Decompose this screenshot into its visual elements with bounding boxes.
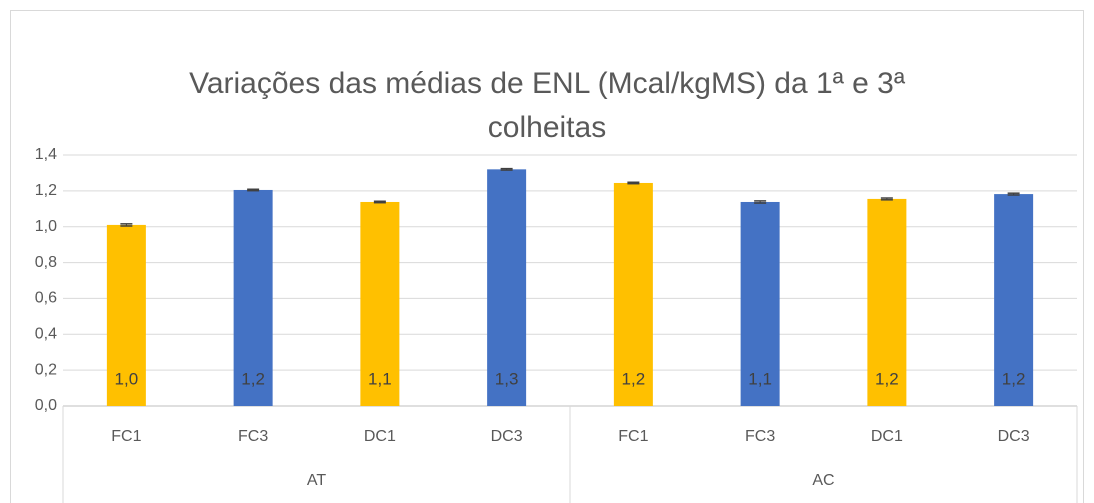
data-label: 1,0 — [115, 369, 139, 388]
y-tick-label: 1,4 — [35, 146, 57, 163]
y-tick-label: 0,6 — [35, 290, 57, 307]
y-tick-label: 1,0 — [35, 218, 57, 235]
y-tick-label: 0,4 — [35, 326, 57, 343]
x-tick-label: DC3 — [998, 428, 1030, 445]
x-tick-label: DC1 — [871, 428, 903, 445]
chart-border — [10, 10, 1084, 503]
data-label: 1,2 — [241, 369, 265, 388]
data-label: 1,3 — [495, 369, 519, 388]
group-label: AT — [307, 472, 326, 489]
group-label: AC — [812, 472, 834, 489]
data-label: 1,2 — [622, 369, 646, 388]
y-tick-label: 0,2 — [35, 361, 57, 378]
data-label: 1,2 — [875, 369, 899, 388]
bar — [106, 224, 146, 406]
chart-title: Variações das médias de ENL (Mcal/kgMS) … — [189, 67, 905, 144]
y-tick-label: 0,0 — [35, 397, 57, 414]
x-tick-label: FC1 — [111, 428, 141, 445]
y-tick-label: 0,8 — [35, 254, 57, 271]
bar — [233, 189, 273, 406]
bar — [740, 201, 780, 406]
bar — [994, 194, 1034, 406]
x-tick-label: DC1 — [364, 428, 396, 445]
bar — [867, 198, 907, 406]
bar — [613, 182, 653, 406]
x-tick-label: FC3 — [745, 428, 775, 445]
x-tick-label: FC1 — [618, 428, 648, 445]
x-tick-label: DC3 — [491, 428, 523, 445]
bar — [360, 201, 400, 406]
data-label: 1,1 — [368, 369, 392, 388]
x-tick-label: FC3 — [238, 428, 268, 445]
data-label: 1,2 — [1002, 369, 1026, 388]
data-label: 1,1 — [748, 369, 772, 388]
bar — [487, 169, 527, 406]
y-tick-label: 1,2 — [35, 182, 57, 199]
